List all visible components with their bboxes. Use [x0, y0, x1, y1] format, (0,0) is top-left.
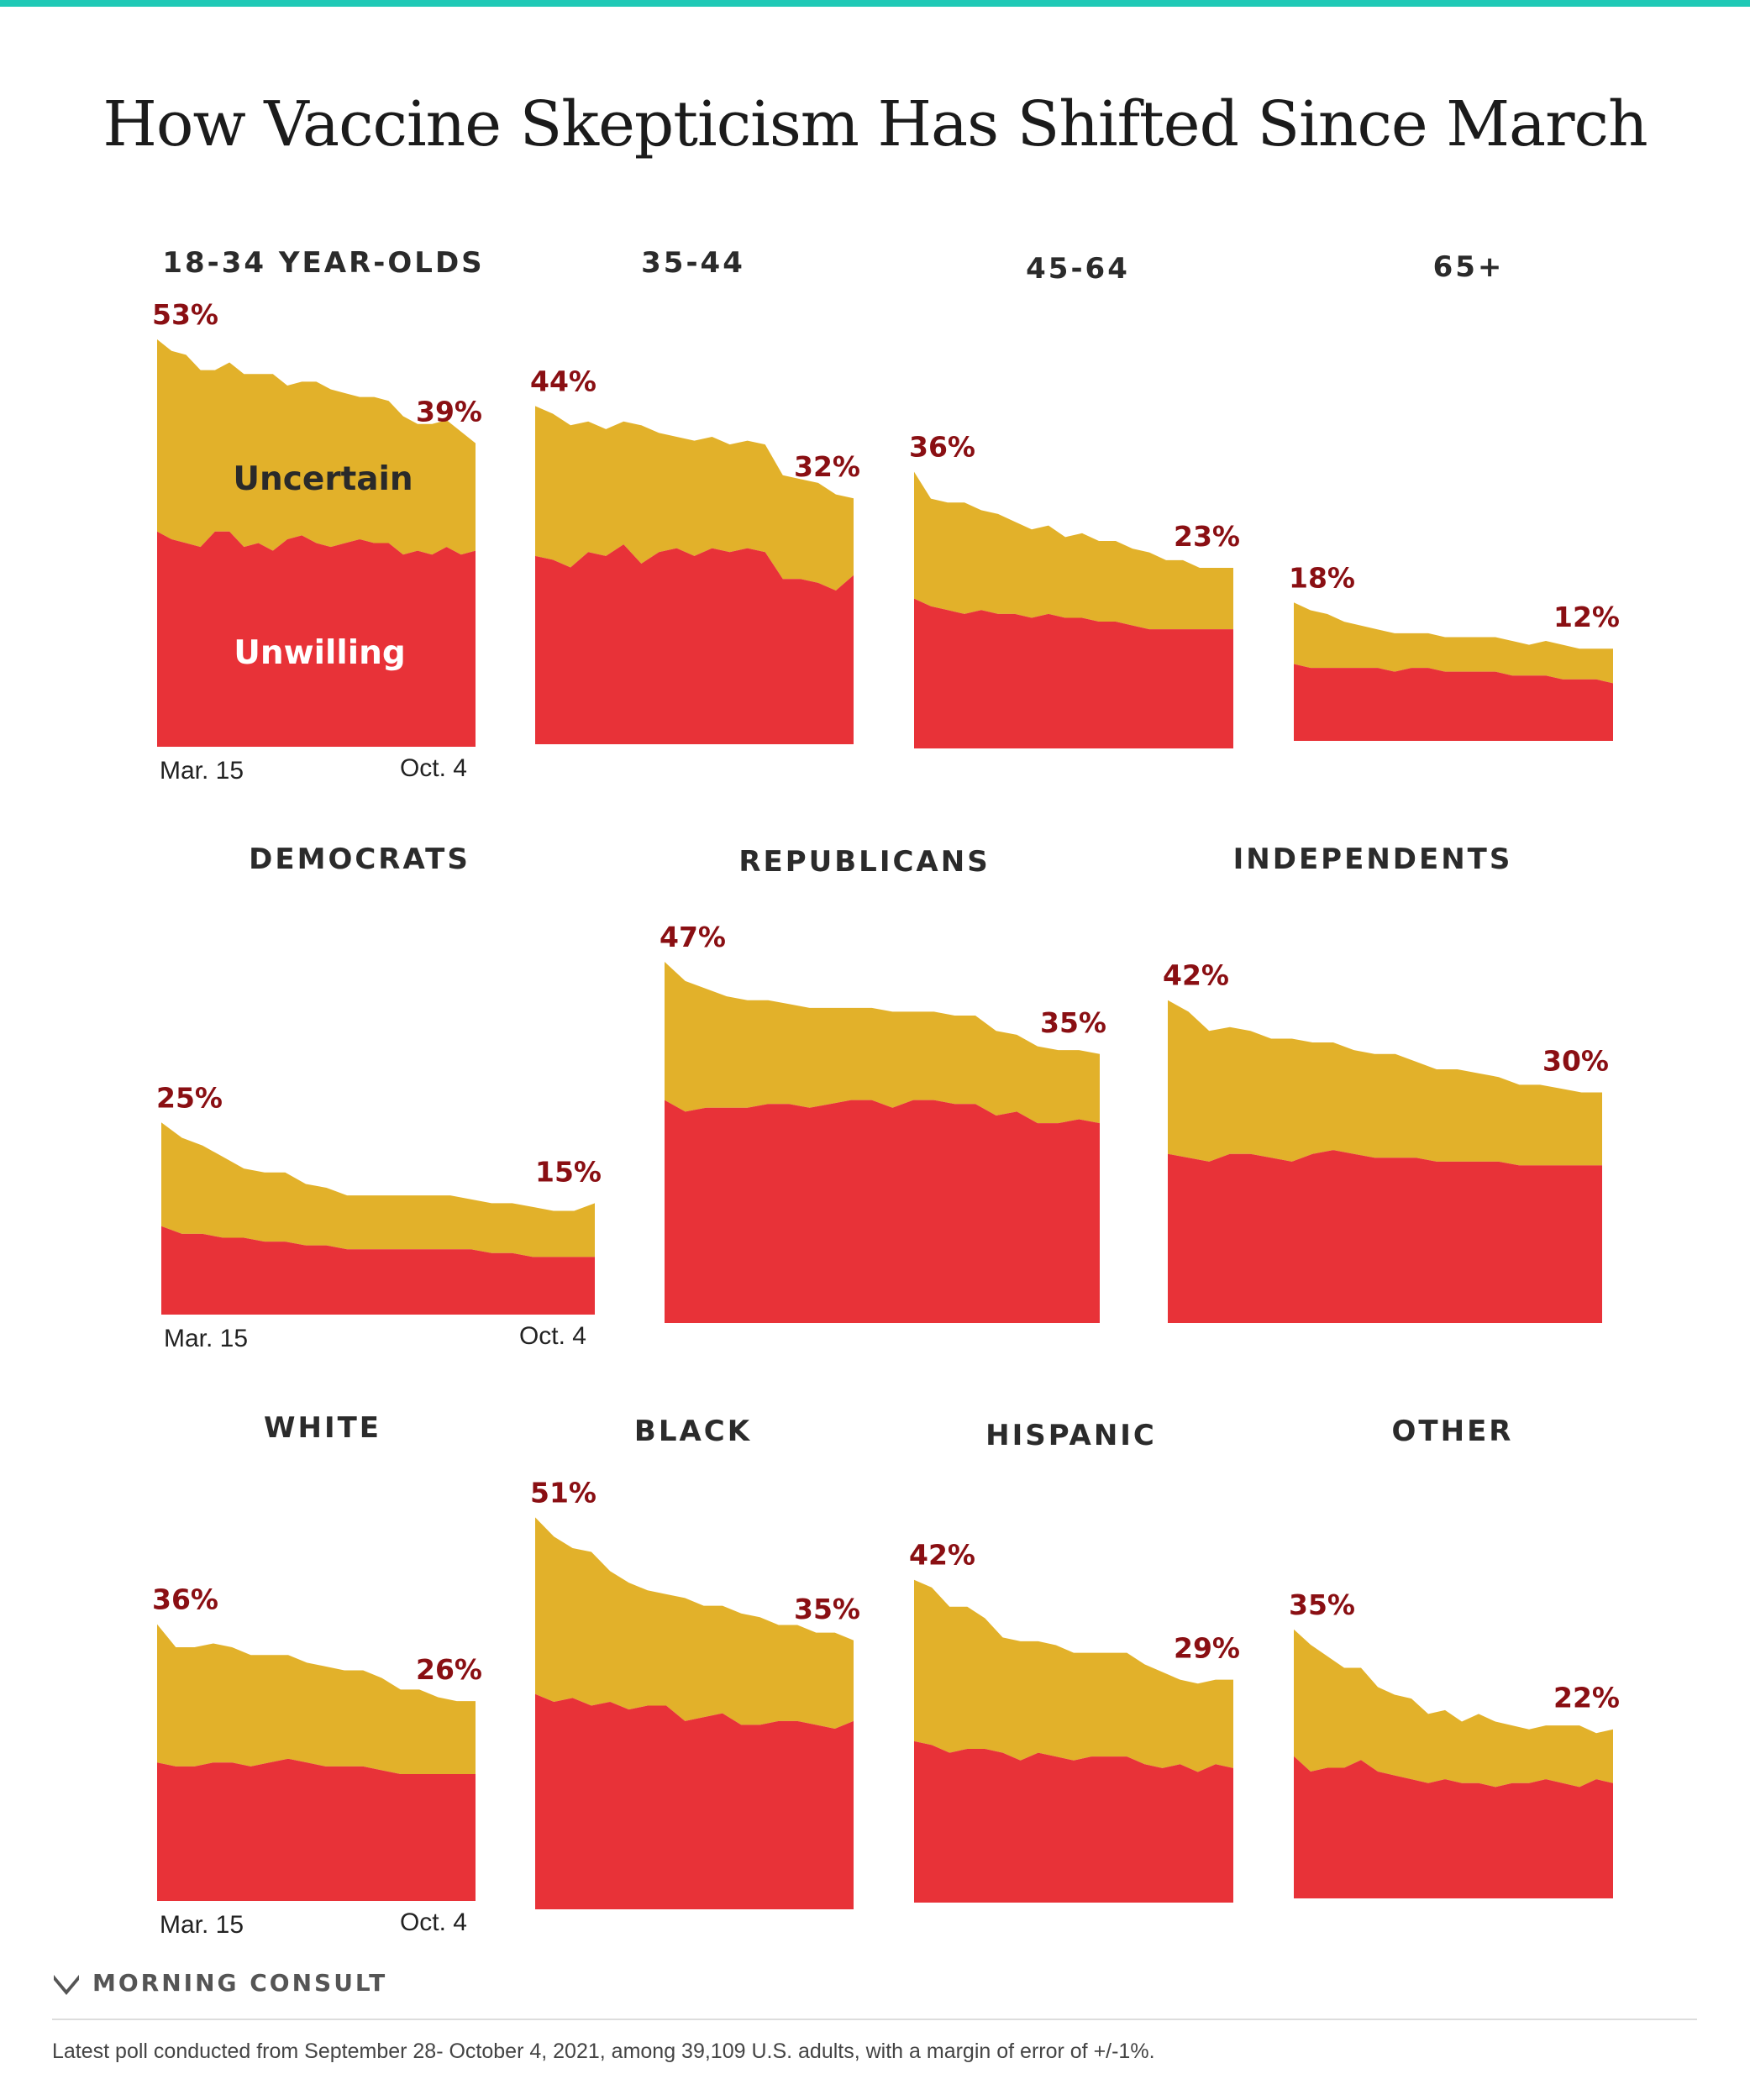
unwilling-area	[665, 1100, 1100, 1323]
end-value-label: 39%	[416, 396, 482, 428]
panel-3: 18% 12%	[1289, 561, 1620, 741]
x-end-label: Oct. 4	[400, 754, 467, 782]
uncertain-area	[157, 339, 476, 555]
start-value-label: 53%	[152, 298, 218, 331]
x-end-label: Oct. 4	[519, 1322, 586, 1350]
start-value-label: 36%	[152, 1583, 218, 1616]
unwilling-area	[1168, 1150, 1602, 1323]
panel-title: 18-34 YEAR-OLDS	[162, 246, 485, 280]
unwilling-area	[535, 1693, 854, 1909]
panel-0: 53% 39% Mar. 15 Oct. 4 Uncertain Unwilling	[152, 298, 482, 785]
brand: MORNING CONSULT	[52, 1966, 387, 1999]
panel-4: 25% 15% Mar. 15 Oct. 4	[156, 1081, 602, 1352]
footnote: Latest poll conducted from September 28-…	[52, 2040, 1155, 2063]
end-value-label: 30%	[1542, 1045, 1609, 1078]
panel-title: 65+	[1432, 250, 1505, 284]
uncertain-area	[914, 471, 1233, 630]
panel-2: 36% 23%	[909, 431, 1240, 748]
unwilling-area	[914, 1740, 1233, 1903]
unwilling-area	[161, 1226, 595, 1315]
panel-8: 51% 35%	[530, 1476, 860, 1909]
panel-title: BLACK	[633, 1415, 753, 1448]
start-value-label: 42%	[909, 1539, 975, 1572]
panel-5: 47% 35%	[660, 921, 1106, 1323]
panel-title: OTHER	[1391, 1415, 1514, 1448]
start-value-label: 47%	[660, 921, 726, 953]
accent-bar	[0, 0, 1750, 7]
uncertain-area	[1168, 1000, 1602, 1166]
start-value-label: 25%	[156, 1081, 223, 1114]
end-value-label: 22%	[1553, 1682, 1620, 1714]
unwilling-area	[914, 598, 1233, 748]
panel-7: 36% 26% Mar. 15 Oct. 4	[152, 1583, 482, 1939]
panel-title: HISPANIC	[985, 1419, 1157, 1452]
footer-divider	[52, 2019, 1697, 2020]
start-value-label: 35%	[1289, 1588, 1355, 1621]
uncertain-area	[535, 406, 854, 591]
start-value-label: 36%	[909, 431, 975, 464]
panel-title: INDEPENDENTS	[1232, 843, 1513, 876]
uncertain-legend-label: Uncertain	[233, 460, 413, 498]
uncertain-area	[1294, 602, 1613, 684]
uncertain-area	[665, 961, 1100, 1124]
uncertain-area	[157, 1624, 476, 1775]
x-end-label: Oct. 4	[400, 1908, 467, 1936]
end-value-label: 15%	[535, 1155, 602, 1188]
uncertain-area	[161, 1122, 595, 1257]
uncertain-area	[1294, 1629, 1613, 1788]
x-start-label: Mar. 15	[160, 1911, 244, 1939]
brand-name: MORNING CONSULT	[92, 1968, 388, 1997]
start-value-label: 42%	[1163, 959, 1229, 992]
panel-title: 35-44	[641, 246, 745, 280]
panel-title: REPUBLICANS	[738, 845, 991, 879]
unwilling-area	[157, 531, 476, 747]
end-value-label: 35%	[1040, 1006, 1106, 1039]
morning-consult-logo-icon	[54, 1975, 79, 1995]
panel-title: 45-64	[1026, 252, 1130, 286]
end-value-label: 12%	[1553, 601, 1620, 633]
panel-title: DEMOCRATS	[249, 843, 470, 876]
panel-title: WHITE	[263, 1411, 382, 1445]
end-value-label: 29%	[1174, 1632, 1240, 1665]
end-value-label: 23%	[1174, 520, 1240, 553]
panel-9: 42% 29%	[909, 1539, 1240, 1903]
start-value-label: 51%	[530, 1476, 596, 1509]
end-value-label: 26%	[416, 1653, 482, 1686]
start-value-label: 18%	[1289, 561, 1355, 594]
end-value-label: 32%	[794, 450, 860, 483]
unwilling-area	[535, 544, 854, 744]
unwilling-area	[1294, 1756, 1613, 1898]
unwilling-area	[1294, 664, 1613, 741]
page-title: How Vaccine Skepticism Has Shifted Since…	[102, 88, 1648, 160]
x-start-label: Mar. 15	[160, 757, 244, 785]
start-value-label: 44%	[530, 365, 596, 397]
uncertain-area	[914, 1579, 1233, 1772]
end-value-label: 35%	[794, 1593, 860, 1625]
x-start-label: Mar. 15	[164, 1325, 248, 1352]
uncertain-area	[535, 1517, 854, 1729]
unwilling-legend-label: Unwilling	[234, 634, 406, 672]
panel-10: 35% 22%	[1289, 1588, 1620, 1898]
panel-6: 42% 30%	[1163, 959, 1609, 1323]
panel-1: 44% 32%	[530, 365, 860, 744]
unwilling-area	[157, 1758, 476, 1901]
